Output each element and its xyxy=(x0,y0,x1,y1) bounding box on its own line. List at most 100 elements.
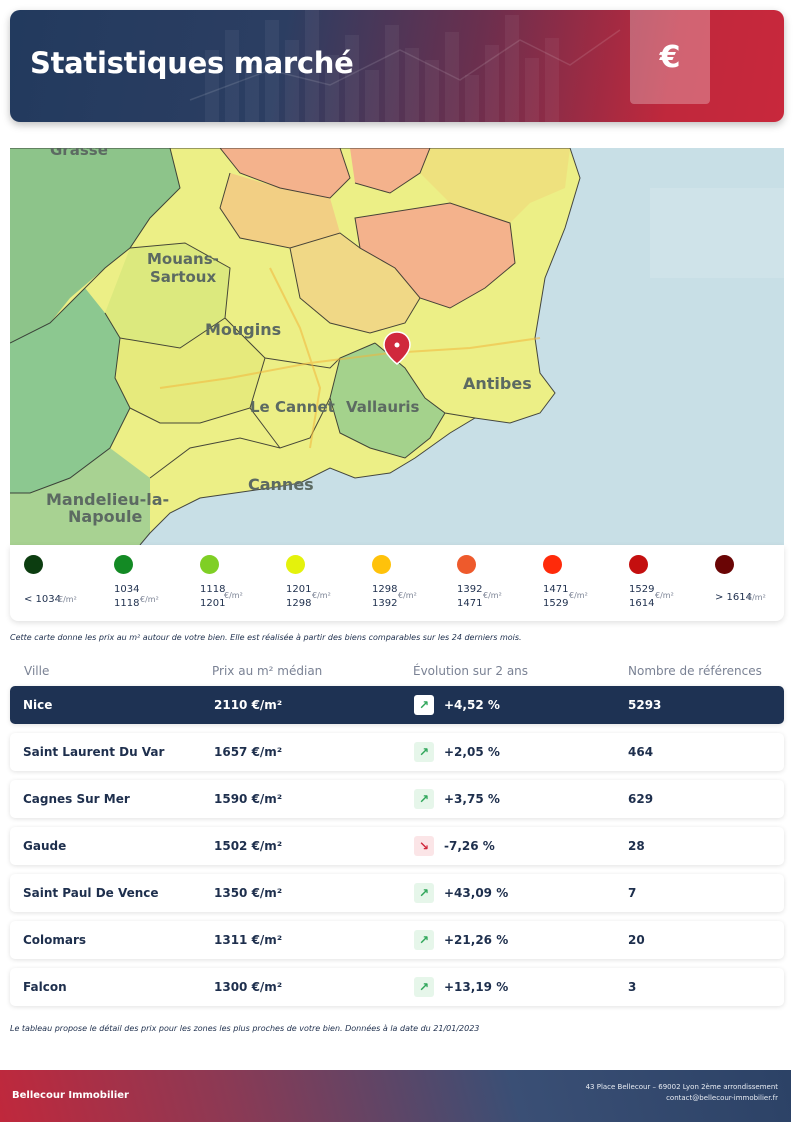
legend-swatch xyxy=(200,555,219,574)
legend-range: 1201 1298 xyxy=(286,584,312,609)
legend-item: 1392 1471 €/m² xyxy=(453,555,539,615)
legend-range: 1118 1201 xyxy=(200,584,226,609)
legend-item: > 1614 €/m² xyxy=(711,555,794,615)
footer-address: 43 Place Bellecour – 69002 Lyon 2ème arr… xyxy=(585,1083,778,1091)
price-value: 1311 €/m² xyxy=(214,933,283,947)
map-label-grasse: Grasse xyxy=(50,148,108,159)
city-name: Nice xyxy=(23,698,53,712)
legend-unit: €/m² xyxy=(569,591,588,600)
map-label-antibes: Antibes xyxy=(463,374,532,393)
banner-decoration xyxy=(189,10,621,122)
legend-unit: €/m² xyxy=(224,591,243,600)
legend-item: 1298 1392 €/m² xyxy=(368,555,454,615)
evolution-value: +4,52 % xyxy=(444,698,500,712)
footer: Bellecour Immobilier 43 Place Bellecour … xyxy=(0,1070,791,1122)
legend-unit: €/m² xyxy=(655,591,674,600)
legend-item: 1529 1614 €/m² xyxy=(625,555,711,615)
footer-brand: Bellecour Immobilier xyxy=(12,1090,129,1101)
column-header-refs: Nombre de références xyxy=(628,664,762,678)
table-caption: Le tableau propose le détail des prix po… xyxy=(10,1024,480,1033)
trend-up-icon: ↗ xyxy=(414,695,434,715)
city-name: Falcon xyxy=(23,980,67,994)
column-header-price: Prix au m² médian xyxy=(212,664,323,678)
price-value: 2110 €/m² xyxy=(214,698,283,712)
header-banner: Statistiques marché € xyxy=(10,10,784,122)
legend-swatch xyxy=(286,555,305,574)
price-map[interactable]: Grasse Mouans- Sartoux Mougins Le Cannet… xyxy=(10,148,784,545)
legend-swatch xyxy=(24,555,43,574)
price-value: 1300 €/m² xyxy=(214,980,283,994)
legend-range: 1034 1118 xyxy=(114,584,140,609)
map-label-mougins: Mougins xyxy=(205,320,281,339)
price-value: 1657 €/m² xyxy=(214,745,283,759)
table-row[interactable]: Colomars 1311 €/m² ↗ +21,26 % 20 xyxy=(10,921,784,959)
legend-unit: €/m² xyxy=(747,593,766,602)
legend-swatch xyxy=(543,555,562,574)
column-header-evolution: Évolution sur 2 ans xyxy=(413,664,529,678)
evolution-value: -7,26 % xyxy=(444,839,495,853)
table-row[interactable]: Saint Paul De Vence 1350 €/m² ↗ +43,09 %… xyxy=(10,874,784,912)
map-label-mandelieu: Mandelieu-la- xyxy=(46,490,169,509)
refs-count: 629 xyxy=(628,792,654,806)
trend-up-icon: ↗ xyxy=(414,883,434,903)
refs-count: 28 xyxy=(628,839,645,853)
trend-up-icon: ↗ xyxy=(414,930,434,950)
legend-item: 1034 1118 €/m² xyxy=(110,555,196,615)
legend-unit: €/m² xyxy=(483,591,502,600)
footer-email[interactable]: contact@bellecour-immobilier.fr xyxy=(666,1094,778,1102)
legend-range: < 1034 xyxy=(24,594,62,605)
legend-unit: €/m² xyxy=(398,591,417,600)
refs-count: 5293 xyxy=(628,698,662,712)
map-caption: Cette carte donne les prix au m² autour … xyxy=(10,633,522,642)
legend-range: 1529 1614 xyxy=(629,584,655,609)
price-legend: < 1034 €/m² 1034 1118 €/m² 1118 1201 €/m² … xyxy=(10,545,784,621)
table-row[interactable]: Cagnes Sur Mer 1590 €/m² ↗ +3,75 % 629 xyxy=(10,780,784,818)
map-label-le-cannet: Le Cannet xyxy=(250,398,335,416)
map-pin-icon[interactable] xyxy=(383,331,411,365)
table-row[interactable]: Nice 2110 €/m² ↗ +4,52 % 5293 xyxy=(10,686,784,724)
page-title: Statistiques marché xyxy=(30,46,354,80)
price-value: 1350 €/m² xyxy=(214,886,283,900)
map-label-vallauris: Vallauris xyxy=(346,398,420,416)
legend-item: 1201 1298 €/m² xyxy=(282,555,368,615)
city-name: Gaude xyxy=(23,839,67,853)
legend-item: 1118 1201 €/m² xyxy=(196,555,282,615)
price-value: 1590 €/m² xyxy=(214,792,283,806)
table-row[interactable]: Saint Laurent Du Var 1657 €/m² ↗ +2,05 %… xyxy=(10,733,784,771)
legend-item: 1471 1529 €/m² xyxy=(539,555,625,615)
refs-count: 464 xyxy=(628,745,654,759)
city-name: Cagnes Sur Mer xyxy=(23,792,130,806)
legend-swatch xyxy=(114,555,133,574)
city-name: Saint Paul De Vence xyxy=(23,886,159,900)
trend-up-icon: ↗ xyxy=(414,977,434,997)
trend-up-icon: ↗ xyxy=(414,742,434,762)
evolution-value: +21,26 % xyxy=(444,933,509,947)
legend-swatch xyxy=(457,555,476,574)
map-label-cannes: Cannes xyxy=(248,475,314,494)
trend-down-icon: ↘ xyxy=(414,836,434,856)
table-row[interactable]: Gaude 1502 €/m² ↘ -7,26 % 28 xyxy=(10,827,784,865)
evolution-value: +13,19 % xyxy=(444,980,509,994)
city-name: Colomars xyxy=(23,933,87,947)
map-label-napoule: Napoule xyxy=(68,507,143,526)
refs-count: 20 xyxy=(628,933,645,947)
legend-unit: €/m² xyxy=(58,595,77,604)
map-label-sartoux: Sartoux xyxy=(150,268,216,286)
euro-badge: € xyxy=(630,10,710,104)
legend-range: 1471 1529 xyxy=(543,584,569,609)
legend-swatch xyxy=(715,555,734,574)
column-header-city: Ville xyxy=(24,664,50,678)
legend-swatch xyxy=(629,555,648,574)
refs-count: 7 xyxy=(628,886,637,900)
legend-unit: €/m² xyxy=(312,591,331,600)
table-row[interactable]: Falcon 1300 €/m² ↗ +13,19 % 3 xyxy=(10,968,784,1006)
trend-up-icon: ↗ xyxy=(414,789,434,809)
table-header: Ville Prix au m² médian Évolution sur 2 … xyxy=(10,664,784,682)
map-label-mouans: Mouans- xyxy=(147,250,219,268)
legend-range: 1392 1471 xyxy=(457,584,483,609)
euro-icon: € xyxy=(659,39,681,75)
footer-contact: 43 Place Bellecour – 69002 Lyon 2ème arr… xyxy=(586,1082,778,1104)
legend-item: < 1034 €/m² xyxy=(20,555,106,615)
legend-range: > 1614 xyxy=(715,592,753,603)
legend-unit: €/m² xyxy=(140,595,159,604)
